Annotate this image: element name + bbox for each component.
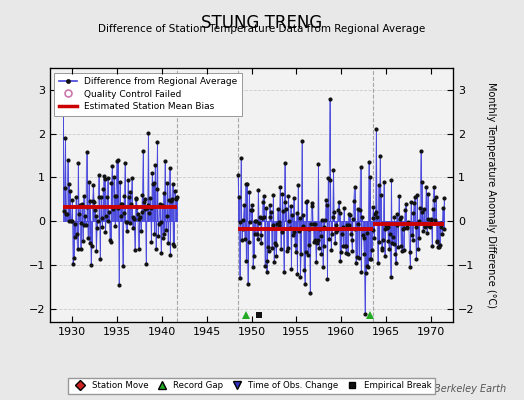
Text: Difference of Station Temperature Data from Regional Average: Difference of Station Temperature Data f… <box>99 24 425 34</box>
Legend: Difference from Regional Average, Quality Control Failed, Estimated Station Mean: Difference from Regional Average, Qualit… <box>54 72 242 116</box>
Text: STUNG TRENG: STUNG TRENG <box>201 14 323 32</box>
Legend: Station Move, Record Gap, Time of Obs. Change, Empirical Break: Station Move, Record Gap, Time of Obs. C… <box>69 378 434 394</box>
Text: Berkeley Earth: Berkeley Earth <box>433 384 506 394</box>
Y-axis label: Monthly Temperature Anomaly Difference (°C): Monthly Temperature Anomaly Difference (… <box>486 82 496 308</box>
